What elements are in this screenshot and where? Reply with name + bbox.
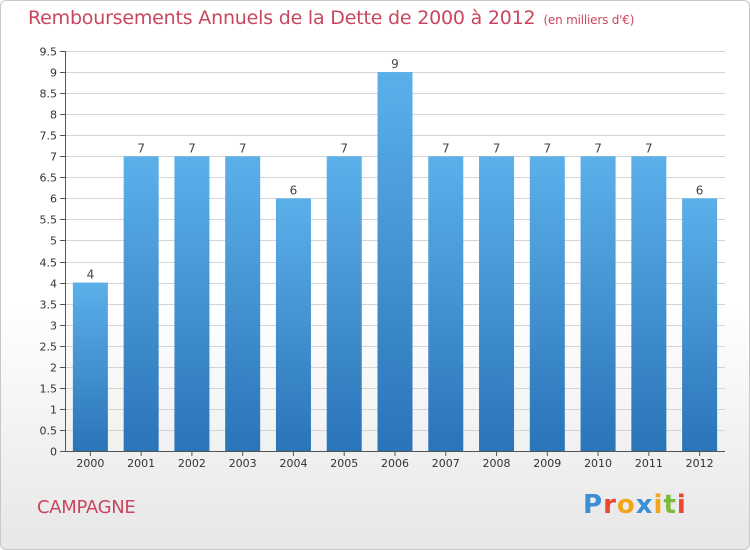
- value-label-2006: 9: [391, 57, 399, 71]
- logo-letter: i: [653, 490, 664, 520]
- bar-2006: [377, 72, 413, 451]
- commune-name: CAMPAGNE: [37, 497, 136, 518]
- value-label-2008: 7: [493, 141, 501, 155]
- value-label-2009: 7: [543, 141, 551, 155]
- y-tick-label: 0.5: [40, 425, 58, 438]
- proxiti-logo: Proxiti: [583, 490, 687, 520]
- x-tick-label-2006: 2006: [381, 457, 409, 470]
- bar-2007: [428, 156, 464, 451]
- bar-2004: [275, 198, 311, 451]
- x-tick-label-2005: 2005: [330, 457, 358, 470]
- value-label-2012: 6: [696, 183, 704, 197]
- y-tick-label: 3: [50, 320, 57, 333]
- y-tick-label: 4: [50, 278, 57, 291]
- y-tick-label: 3.5: [40, 299, 58, 312]
- x-tick-label-2011: 2011: [635, 457, 663, 470]
- value-label-2000: 4: [87, 268, 95, 282]
- y-tick-label: 9: [50, 67, 57, 80]
- y-tick-label: 2: [50, 362, 57, 375]
- chart-subtitle: (en milliers d'€): [543, 13, 635, 27]
- y-tick-label: 8.5: [40, 88, 58, 101]
- logo-letter: o: [616, 490, 636, 520]
- y-tick-label: 8: [50, 109, 57, 122]
- x-tick-label-2003: 2003: [229, 457, 257, 470]
- y-tick-label: 5: [50, 235, 57, 248]
- x-tick-label-2012: 2012: [686, 457, 714, 470]
- bar-2012: [682, 198, 718, 451]
- bar-2005: [326, 156, 362, 451]
- bar-2000: [72, 282, 108, 451]
- logo-letter: x: [635, 490, 654, 520]
- logo-letter: i: [676, 490, 687, 520]
- y-tick-label: 2.5: [40, 341, 58, 354]
- value-label-2010: 7: [594, 141, 602, 155]
- y-axis: 0 0.5 1 1.5 2 2.5 3 3.5 4 4.5 5 5.5 6 6.5 7 7.5 8 8.5 9 9.5: [40, 46, 66, 459]
- y-tick-label: 0: [50, 446, 57, 459]
- logo-letter: P: [583, 490, 604, 520]
- bars: [72, 72, 718, 451]
- value-labels: 4 7 7 7 6 7 9 7 7 7 7 7 6: [87, 57, 704, 282]
- bar-2008: [479, 156, 515, 451]
- x-tick-label-2004: 2004: [279, 457, 307, 470]
- value-label-2011: 7: [645, 141, 653, 155]
- x-tick-label-2001: 2001: [127, 457, 155, 470]
- x-tick-label-2000: 2000: [76, 457, 104, 470]
- y-tick-label: 5.5: [40, 214, 58, 227]
- chart-title: Remboursements Annuels de la Dette de 20…: [28, 7, 634, 29]
- bar-2010: [580, 156, 616, 451]
- y-tick-label: 9.5: [40, 46, 58, 59]
- y-tick-label: 4.5: [40, 257, 58, 270]
- logo-letter: t: [663, 490, 677, 520]
- bar-2002: [174, 156, 210, 451]
- y-tick-label: 6: [50, 193, 57, 206]
- y-tick-label: 6.5: [40, 172, 58, 185]
- value-label-2005: 7: [340, 141, 348, 155]
- x-tick-label-2002: 2002: [178, 457, 206, 470]
- bar-2009: [529, 156, 565, 451]
- y-tick-label: 7: [50, 151, 57, 164]
- y-tick-label: 7.5: [40, 130, 58, 143]
- x-axis: 2000 2001 2002 2003 2004 2005 2006 2007 2008 2009…: [65, 451, 725, 470]
- value-label-2002: 7: [188, 141, 196, 155]
- x-tick-label-2009: 2009: [533, 457, 561, 470]
- x-tick-label-2010: 2010: [584, 457, 612, 470]
- logo-letter: r: [603, 490, 617, 520]
- x-tick-label-2008: 2008: [483, 457, 511, 470]
- chart-title-text: Remboursements Annuels de la Dette de 20…: [28, 7, 536, 29]
- y-tick-label: 1.5: [40, 383, 58, 396]
- value-label-2007: 7: [442, 141, 450, 155]
- value-label-2004: 6: [290, 183, 298, 197]
- y-tick-label: 1: [50, 404, 57, 417]
- bar-2001: [123, 156, 159, 451]
- bar-2011: [631, 156, 667, 451]
- x-tick-label-2007: 2007: [432, 457, 460, 470]
- value-label-2001: 7: [137, 141, 145, 155]
- value-label-2003: 7: [239, 141, 247, 155]
- bar-2003: [225, 156, 261, 451]
